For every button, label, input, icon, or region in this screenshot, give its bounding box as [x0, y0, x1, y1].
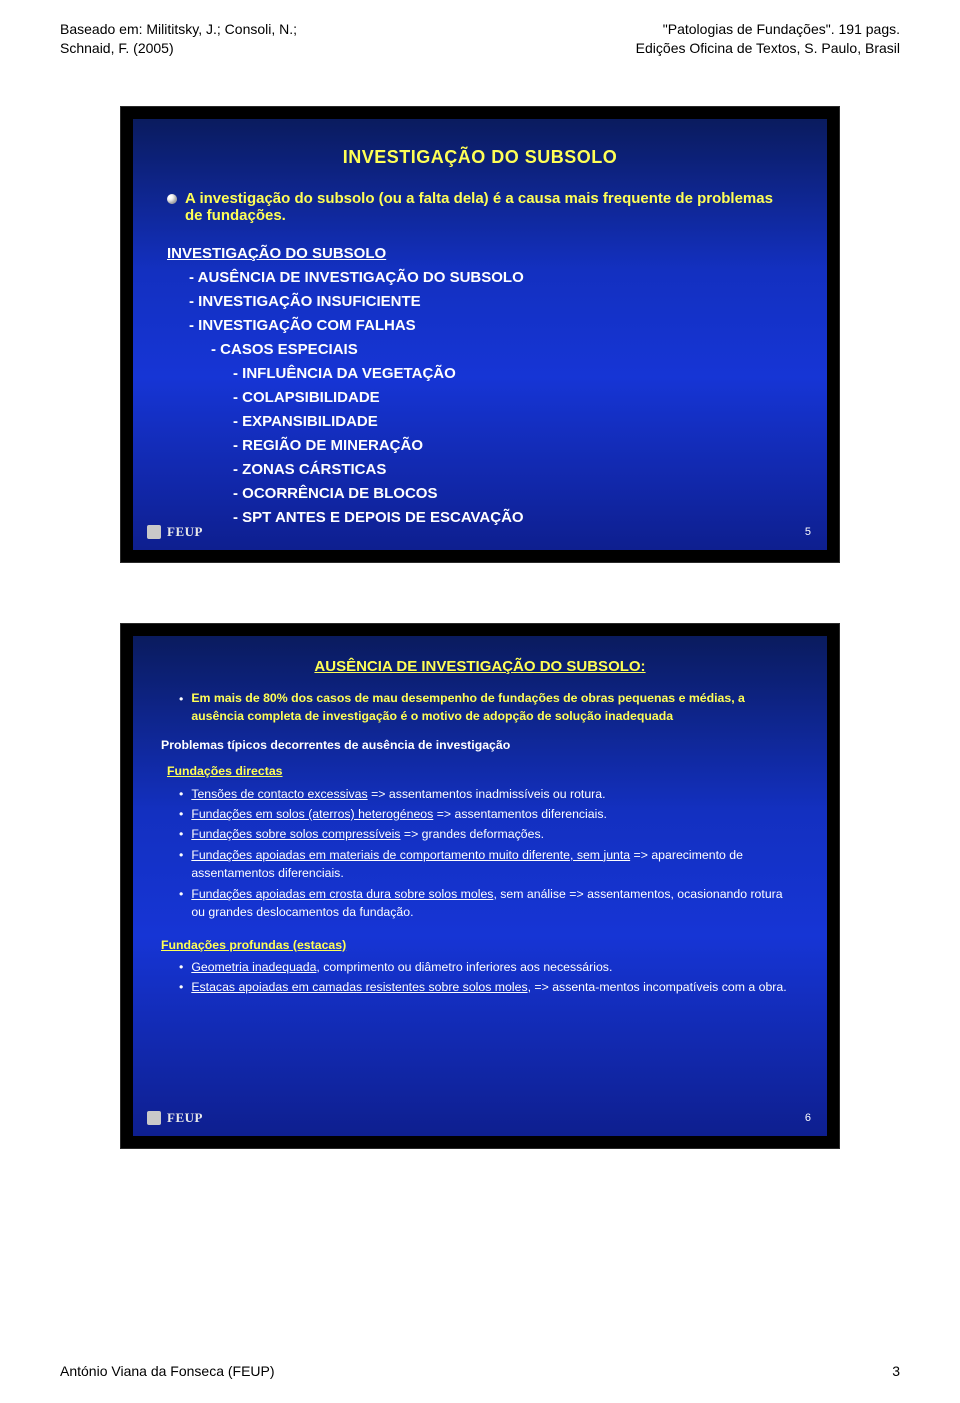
- feup-badge: FEUP: [147, 1110, 203, 1126]
- list-item: • Geometria inadequada, comprimento ou d…: [179, 958, 799, 976]
- hier-l1c: - INVESTIGAÇÃO COM FALHAS: [189, 314, 793, 338]
- slide-2-sec1-heading: Fundações directas: [167, 762, 799, 780]
- slide-1-lead-block: A investigação do subsolo (ou a falta de…: [167, 190, 793, 224]
- slide-2: AUSÊNCIA DE INVESTIGAÇÃO DO SUBSOLO: • E…: [133, 636, 827, 1136]
- header-right: "Patologias de Fundações". 191 pags. Edi…: [636, 20, 900, 58]
- bullet-dot-icon: •: [179, 958, 183, 976]
- hier-l3f: - OCORRÊNCIA DE BLOCOS: [233, 482, 793, 506]
- feup-crest-icon: [147, 525, 161, 539]
- item-underline: Geometria inadequada: [191, 960, 316, 974]
- item-underline: Fundações sobre solos compressíveis: [191, 827, 400, 841]
- item-underline: Tensões de contacto excessivas: [191, 787, 367, 801]
- hier-l3e: - ZONAS CÁRSTICAS: [233, 458, 793, 482]
- slide-1-lead-text: A investigação do subsolo (ou a falta de…: [185, 190, 793, 224]
- item-underline: Fundações apoiadas em materiais de compo…: [191, 848, 630, 862]
- item-underline: Estacas apoiadas em camadas resistentes …: [191, 980, 527, 994]
- list-item: • Fundações em solos (aterros) heterogén…: [179, 805, 799, 823]
- bullet-dot-icon: •: [179, 885, 183, 922]
- slide-2-lead: • Em mais de 80% dos casos de mau desemp…: [179, 689, 799, 726]
- header-right-line2: Edições Oficina de Textos, S. Paulo, Bra…: [636, 39, 900, 58]
- item-rest: => assentamentos diferenciais.: [433, 807, 607, 821]
- bullet-dot-icon: •: [179, 825, 183, 843]
- bullet-icon: [167, 194, 177, 204]
- slide-2-pagenum: 6: [805, 1112, 811, 1124]
- hier-l3c: - EXPANSIBILIDADE: [233, 410, 793, 434]
- hier-l1a: - AUSÊNCIA DE INVESTIGAÇÃO DO SUBSOLO: [189, 266, 793, 290]
- slide-2-lead-text: Em mais de 80% dos casos de mau desempen…: [191, 689, 799, 726]
- list-item: • Fundações apoiadas em crosta dura sobr…: [179, 885, 799, 922]
- header-left-line1: Baseado em: Milititsky, J.; Consoli, N.;: [60, 20, 297, 39]
- list-item: • Estacas apoiadas em camadas resistente…: [179, 978, 799, 996]
- slide-2-sec2-list: • Geometria inadequada, comprimento ou d…: [179, 958, 799, 997]
- hier-root: INVESTIGAÇÃO DO SUBSOLO: [167, 242, 793, 266]
- hier-l1b: - INVESTIGAÇÃO INSUFICIENTE: [189, 290, 793, 314]
- bullet-dot-icon: •: [179, 785, 183, 803]
- item-underline: Fundações em solos (aterros) heterogéneo…: [191, 807, 433, 821]
- slide-1-frame: INVESTIGAÇÃO DO SUBSOLO A investigação d…: [120, 106, 840, 563]
- slide-2-body: • Em mais de 80% dos casos de mau desemp…: [161, 689, 799, 997]
- header-left-line2: Schnaid, F. (2005): [60, 39, 297, 58]
- item-underline: Fundações apoiadas em crosta dura sobre …: [191, 887, 493, 901]
- page-footer: António Viana da Fonseca (FEUP) 3: [60, 1363, 900, 1379]
- footer-page-number: 3: [892, 1363, 900, 1379]
- slide-2-frame: AUSÊNCIA DE INVESTIGAÇÃO DO SUBSOLO: • E…: [120, 623, 840, 1149]
- feup-label: FEUP: [167, 524, 203, 540]
- slide-1-pagenum: 5: [805, 526, 811, 538]
- slide-2-sec2-heading: Fundações profundas (estacas): [161, 936, 799, 954]
- feup-label: FEUP: [167, 1110, 203, 1126]
- item-rest: , => assenta-mentos incompatíveis com a …: [528, 980, 787, 994]
- list-item: • Tensões de contacto excessivas => asse…: [179, 785, 799, 803]
- feup-badge: FEUP: [147, 524, 203, 540]
- slide-1-title: INVESTIGAÇÃO DO SUBSOLO: [167, 147, 793, 168]
- hier-l2a: - CASOS ESPECIAIS: [211, 338, 793, 362]
- header-right-line1: "Patologias de Fundações". 191 pags.: [636, 20, 900, 39]
- list-item: • Fundações apoiadas em materiais de com…: [179, 846, 799, 883]
- item-rest: => assentamentos inadmissíveis ou rotura…: [368, 787, 606, 801]
- list-item: • Fundações sobre solos compressíveis =>…: [179, 825, 799, 843]
- hier-l3a: - INFLUÊNCIA DA VEGETAÇÃO: [233, 362, 793, 386]
- footer-author: António Viana da Fonseca (FEUP): [60, 1363, 275, 1379]
- bullet-dot-icon: •: [179, 846, 183, 883]
- slide-2-sec1-list: • Tensões de contacto excessivas => asse…: [179, 785, 799, 922]
- item-rest: , comprimento ou diâmetro inferiores aos…: [316, 960, 612, 974]
- bullet-dot-icon: •: [179, 805, 183, 823]
- hier-l3g: - SPT ANTES E DEPOIS DE ESCAVAÇÃO: [233, 506, 793, 530]
- page-header: Baseado em: Milititsky, J.; Consoli, N.;…: [60, 20, 900, 66]
- item-rest: => grandes deformações.: [400, 827, 544, 841]
- slide-1-hierarchy: INVESTIGAÇÃO DO SUBSOLO - AUSÊNCIA DE IN…: [167, 242, 793, 530]
- bullet-dot-icon: •: [179, 978, 183, 996]
- header-left: Baseado em: Milititsky, J.; Consoli, N.;…: [60, 20, 297, 58]
- bullet-dot-icon: •: [179, 690, 183, 726]
- hier-l3d: - REGIÃO DE MINERAÇÃO: [233, 434, 793, 458]
- slide-1: INVESTIGAÇÃO DO SUBSOLO A investigação d…: [133, 119, 827, 550]
- slide-2-subheading: Problemas típicos decorrentes de ausênci…: [161, 736, 799, 754]
- slide-2-title: AUSÊNCIA DE INVESTIGAÇÃO DO SUBSOLO:: [161, 658, 799, 675]
- hier-l3b: - COLAPSIBILIDADE: [233, 386, 793, 410]
- feup-crest-icon: [147, 1111, 161, 1125]
